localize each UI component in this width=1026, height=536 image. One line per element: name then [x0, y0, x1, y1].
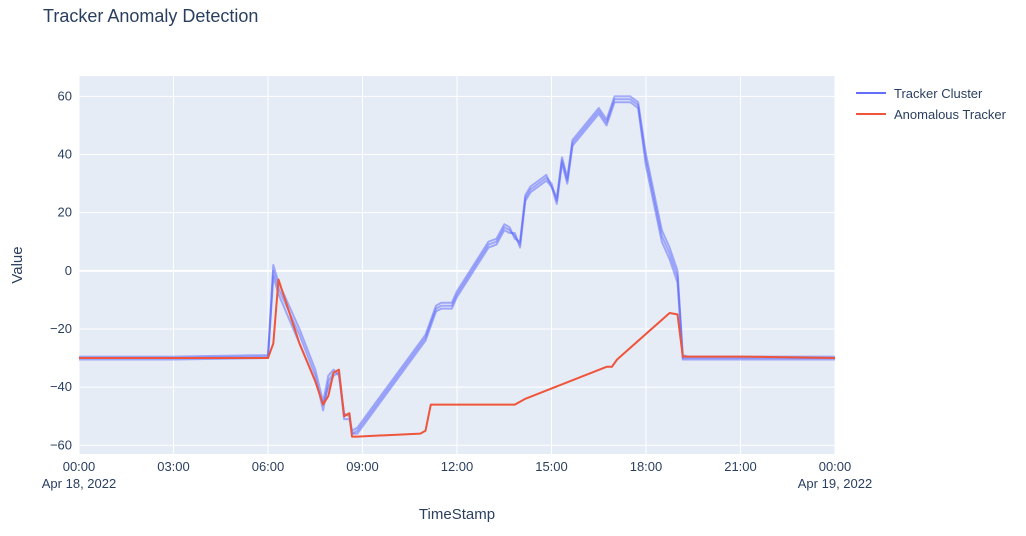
series-lines	[79, 95, 836, 438]
y-tick-label: 60	[58, 88, 72, 103]
y-tick-label: 40	[58, 147, 72, 162]
grid	[78, 76, 836, 454]
series-line	[79, 278, 836, 438]
y-axis-title: Value	[9, 246, 26, 283]
y-tick-label: −60	[50, 437, 72, 452]
series-line	[79, 101, 835, 435]
x-tick-label: 06:00	[252, 459, 285, 474]
x-axis-ticks: 00:00 Apr 18, 2022 03:00 06:00 09:00 12:00 15:…	[42, 459, 872, 491]
x-tick-label: 21:00	[724, 459, 757, 474]
x-tick-sublabel: Apr 19, 2022	[798, 476, 872, 491]
y-axis-ticks: −60 −40 −20 0 20 40 60	[50, 88, 72, 452]
x-tick-label: 03:00	[157, 459, 190, 474]
legend-item[interactable]: Tracker Cluster	[856, 86, 983, 101]
legend-label: Anomalous Tracker	[894, 107, 1007, 122]
legend-label: Tracker Cluster	[894, 86, 983, 101]
x-tick-label: 09:00	[346, 459, 379, 474]
chart-title: Tracker Anomaly Detection	[43, 6, 258, 26]
x-tick-label: 00:00	[63, 459, 96, 474]
legend: Tracker Cluster Anomalous Tracker	[856, 86, 1007, 122]
x-tick-label: 00:00	[819, 459, 852, 474]
x-tick-label: 12:00	[441, 459, 474, 474]
y-tick-label: −20	[50, 321, 72, 336]
legend-item[interactable]: Anomalous Tracker	[856, 107, 1007, 122]
series-tracker-cluster	[79, 95, 835, 435]
x-axis-title: TimeStamp	[419, 506, 495, 523]
y-tick-label: −40	[50, 379, 72, 394]
y-tick-label: 0	[65, 263, 72, 278]
x-tick-sublabel: Apr 18, 2022	[42, 476, 116, 491]
x-tick-label: 15:00	[535, 459, 568, 474]
series-anomalous-tracker	[79, 278, 836, 438]
x-tick-label: 18:00	[630, 459, 663, 474]
y-tick-label: 20	[58, 205, 72, 220]
